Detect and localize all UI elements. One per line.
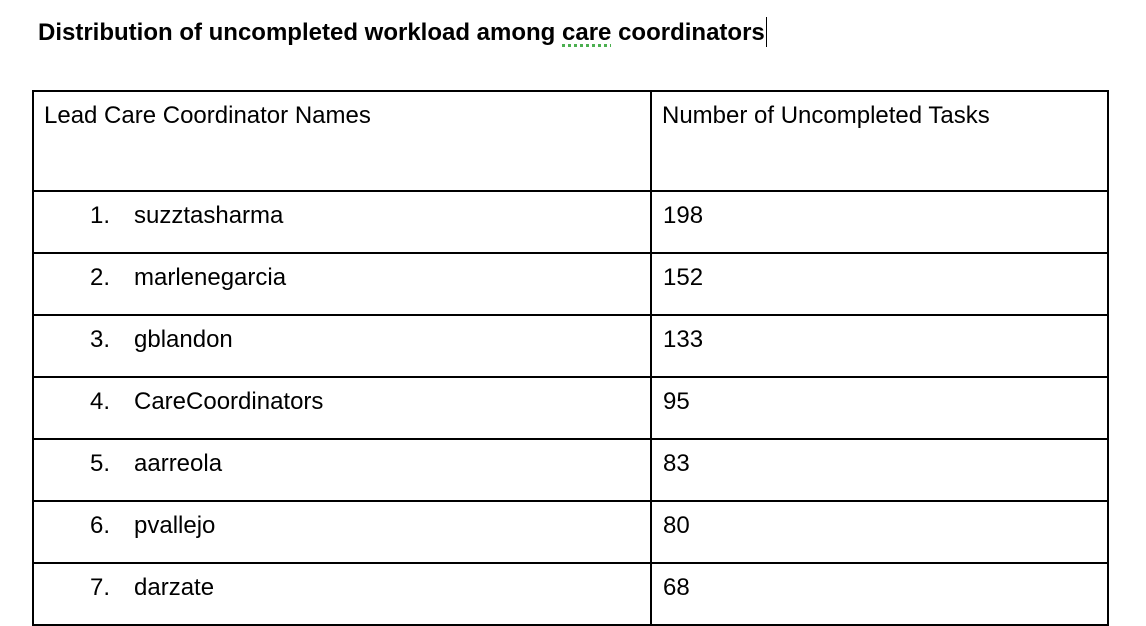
table-row: 6. pvallejo 80 xyxy=(32,500,1109,564)
coordinator-name-cell[interactable]: 4. CareCoordinators xyxy=(32,376,652,440)
coordinator-name-cell[interactable]: 6. pvallejo xyxy=(32,500,652,564)
list-number: 7. xyxy=(90,574,111,601)
coordinator-name-cell[interactable]: 5. aarreola xyxy=(32,438,652,502)
header-coordinator-names[interactable]: Lead Care Coordinator Names xyxy=(32,90,652,192)
coordinator-name-cell[interactable]: 7. darzate xyxy=(32,562,652,626)
list-number: 4. xyxy=(90,388,111,415)
table-row: 7. darzate 68 xyxy=(32,562,1109,626)
coordinator-name-cell[interactable]: 2. marlenegarcia xyxy=(32,252,652,316)
task-count-cell[interactable]: 133 xyxy=(650,314,1109,378)
list-number: 5. xyxy=(90,450,111,477)
table-header-row: Lead Care Coordinator Names Number of Un… xyxy=(32,90,1109,192)
coordinator-name: marlenegarcia xyxy=(134,264,287,291)
document-title[interactable]: Distribution of uncompleted workload amo… xyxy=(38,16,767,50)
text-cursor xyxy=(765,16,767,47)
coordinator-name-cell[interactable]: 3. gblandon xyxy=(32,314,652,378)
coordinator-name: aarreola xyxy=(134,450,223,477)
table-row: 3. gblandon 133 xyxy=(32,314,1109,378)
workload-table: Lead Care Coordinator Names Number of Un… xyxy=(32,90,1109,626)
header-uncompleted-tasks[interactable]: Number of Uncompleted Tasks xyxy=(650,90,1109,192)
list-number: 3. xyxy=(90,326,111,353)
coordinator-name-cell[interactable]: 1. suzztasharma xyxy=(32,190,652,254)
task-count-cell[interactable]: 83 xyxy=(650,438,1109,502)
task-count-cell[interactable]: 152 xyxy=(650,252,1109,316)
coordinator-name: pvallejo xyxy=(134,512,216,539)
task-count-cell[interactable]: 95 xyxy=(650,376,1109,440)
list-number: 1. xyxy=(90,202,111,229)
table-row: 4. CareCoordinators 95 xyxy=(32,376,1109,440)
coordinator-name: suzztasharma xyxy=(134,202,284,229)
table-row: 1. suzztasharma 198 xyxy=(32,190,1109,254)
title-text-end: coordinators xyxy=(611,19,765,46)
task-count-cell[interactable]: 68 xyxy=(650,562,1109,626)
task-count-cell[interactable]: 198 xyxy=(650,190,1109,254)
coordinator-name: gblandon xyxy=(134,326,233,353)
title-text-start: Distribution of uncompleted workload amo… xyxy=(38,19,563,46)
coordinator-name: darzate xyxy=(134,574,215,601)
list-number: 6. xyxy=(90,512,111,539)
spellcheck-flagged-word[interactable]: care xyxy=(562,19,612,46)
coordinator-name: CareCoordinators xyxy=(134,388,324,415)
task-count-cell[interactable]: 80 xyxy=(650,500,1109,564)
table-row: 5. aarreola 83 xyxy=(32,438,1109,502)
table-row: 2. marlenegarcia 152 xyxy=(32,252,1109,316)
list-number: 2. xyxy=(90,264,111,291)
